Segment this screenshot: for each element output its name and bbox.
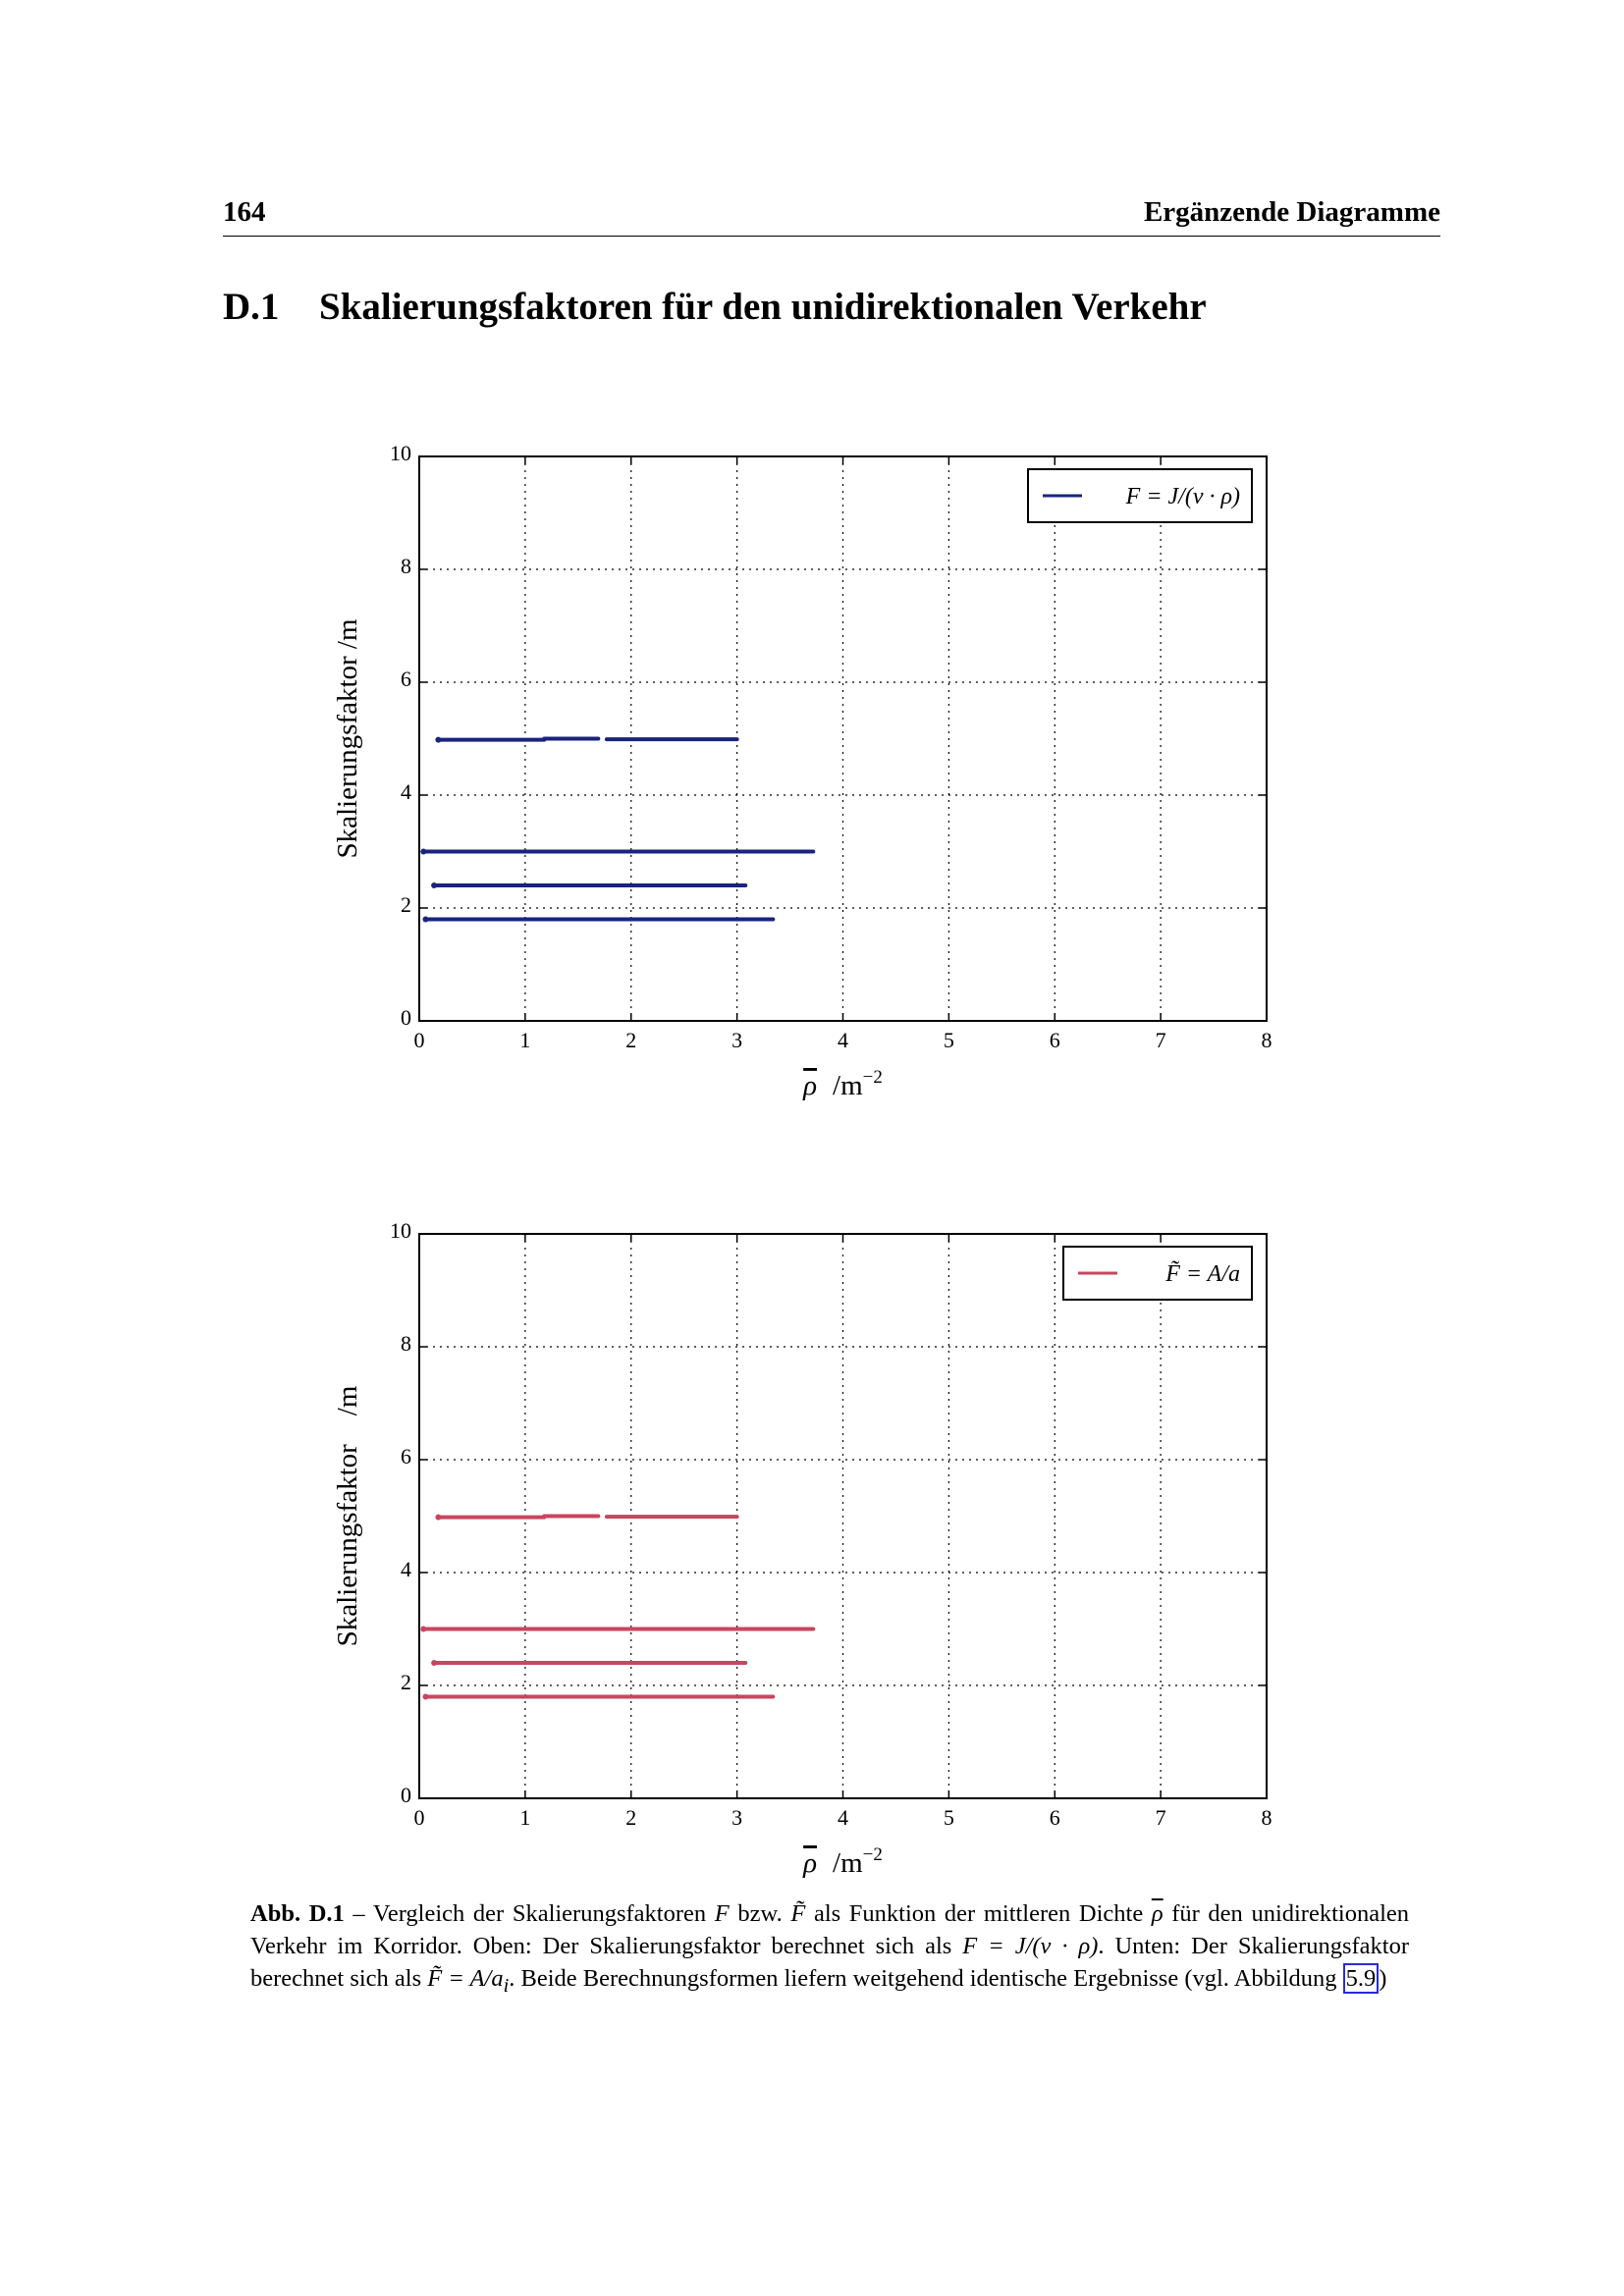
- y-tick-label: 10: [390, 441, 411, 465]
- caption-text-7: ): [1379, 1965, 1387, 1992]
- x-tick-label: 6: [1050, 1805, 1060, 1830]
- y-tick-label: 10: [390, 1218, 411, 1243]
- caption-formula-2: F̃ = A/a: [427, 1965, 504, 1992]
- x-tick-label: 5: [944, 1028, 954, 1052]
- x-tick-label: 3: [731, 1028, 742, 1052]
- x-tick-label: 7: [1156, 1028, 1166, 1052]
- y-tick-label: 0: [401, 1783, 411, 1807]
- chart-bottom: 0 1 2 3 4 5 6 7 8 0 2 4 6 8 10 ρ/m−2 Skalierungsfaktor /…: [332, 1218, 1272, 1879]
- data-series-4-start: [422, 916, 429, 923]
- x-tick-label: 3: [731, 1805, 742, 1830]
- data-series-2-start: [420, 848, 427, 855]
- x-tick-label: 0: [414, 1028, 425, 1052]
- y-axis-label: Skalierungsfaktor /m: [332, 618, 363, 858]
- caption-symbol-f: F: [714, 1900, 730, 1927]
- x-axis-label: ρ/m−2: [802, 1067, 883, 1101]
- x-tick-label: 1: [519, 1028, 530, 1052]
- caption-formula-2-subscript: i: [503, 1974, 510, 1997]
- x-tick-label: 1: [519, 1805, 530, 1830]
- running-title: Ergänzende Diagramme: [1143, 196, 1440, 228]
- x-tick-label: 7: [1156, 1805, 1166, 1830]
- legend-label: F = J/(v · ρ): [1125, 484, 1240, 509]
- section-heading: D.1 Skalierungsfaktoren für den unidirekt…: [223, 285, 1207, 329]
- figure-caption: Abb. D.1 – Vergleich der Skalierungsfakt…: [250, 1897, 1409, 2002]
- y-tick-label: 8: [401, 1331, 411, 1356]
- caption-text-6: . Beide Berechnungsformen liefern weitge…: [509, 1965, 1343, 1992]
- data-series-2-start: [420, 1626, 427, 1632]
- x-tick-label: 2: [625, 1028, 636, 1052]
- figure-reference-link[interactable]: 5.9: [1342, 1963, 1380, 1994]
- y-tick-label: 2: [401, 892, 411, 917]
- caption-text-3: als Funktion der mittleren Dichte: [805, 1900, 1152, 1927]
- page-number: 164: [223, 196, 266, 228]
- legend-label: F̃ = A/a: [1164, 1260, 1240, 1287]
- caption-text-1: – Vergleich der Skalierungsfaktoren: [344, 1900, 715, 1927]
- x-tick-label: 8: [1262, 1028, 1272, 1052]
- data-series-1-start: [435, 736, 442, 743]
- x-tick-label: 4: [838, 1805, 848, 1830]
- section-title: Skalierungsfaktoren für den unidirektion…: [319, 286, 1207, 328]
- y-tick-label: 6: [401, 667, 411, 691]
- x-tick-label: 8: [1262, 1805, 1272, 1830]
- caption-label: Abb. D.1: [250, 1900, 345, 1927]
- chart-top: 0 1 2 3 4 5 6 7 8 0 2 4 6 8 10 ρ/m−2 Skalierungsfaktor /…: [332, 441, 1272, 1101]
- data-series-3-start: [431, 882, 438, 888]
- y-tick-label: 4: [401, 779, 411, 804]
- y-tick-label: 6: [401, 1444, 411, 1468]
- x-axis-label: ρ/m−2: [802, 1844, 883, 1879]
- x-tick-label: 4: [838, 1028, 848, 1052]
- section-number: D.1: [223, 286, 280, 328]
- y-tick-label: 2: [401, 1670, 411, 1694]
- plot-frame: [418, 1233, 1268, 1799]
- running-head: 164 Ergänzende Diagramme: [223, 196, 1440, 237]
- y-tick-label: 8: [401, 554, 411, 578]
- caption-text-2: bzw.: [729, 1900, 791, 1927]
- caption-symbol-ftilde: F̃: [790, 1900, 806, 1927]
- y-tick-label: 4: [401, 1557, 411, 1581]
- x-tick-label: 0: [414, 1805, 425, 1830]
- caption-formula-1: F = J/(v · ρ): [962, 1933, 1099, 1959]
- data-series-3-start: [431, 1660, 438, 1666]
- data-series-4-start: [422, 1693, 429, 1700]
- x-tick-label: 6: [1050, 1028, 1060, 1052]
- caption-text-5: . Unten: Der Skalierungsfaktor berechnet…: [250, 1933, 1409, 1992]
- x-tick-label: 5: [944, 1805, 954, 1830]
- y-tick-label: 0: [401, 1005, 411, 1030]
- caption-symbol-rho: ρ: [1151, 1900, 1164, 1927]
- y-axis-label: Skalierungsfaktor /m: [332, 1385, 363, 1646]
- caption-text-4: für den unidirektionalen Verkehr im Korr…: [250, 1900, 1410, 1959]
- plot-frame: [418, 455, 1268, 1022]
- x-tick-label: 2: [625, 1805, 636, 1830]
- data-series-1-start: [435, 1514, 442, 1521]
